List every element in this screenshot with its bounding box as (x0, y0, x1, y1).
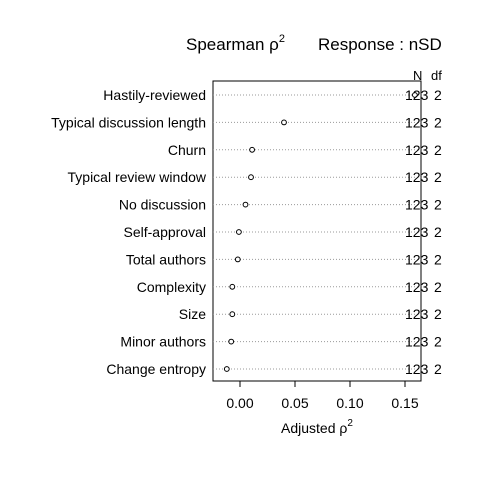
n-value: 123 (405, 142, 429, 158)
df-value: 2 (434, 197, 442, 213)
column-header-n: N (413, 68, 422, 83)
data-point (249, 146, 256, 153)
df-value: 2 (434, 142, 442, 158)
row-labels: Hastily-reviewed Typical discussion lengt… (51, 87, 207, 377)
column-header-df: df (431, 68, 442, 83)
df-value: 2 (434, 114, 442, 130)
df-value: 2 (434, 279, 442, 295)
row-label: No discussion (119, 197, 206, 213)
df-value: 2 (434, 361, 442, 377)
df-value: 2 (434, 87, 442, 103)
x-axis-label: Adjusted ρ2 (281, 418, 353, 436)
row-label: Change entropy (106, 361, 206, 377)
row-label: Size (179, 306, 206, 322)
n-value: 123 (405, 169, 429, 185)
df-value: 2 (434, 251, 442, 267)
row-label: Hastily-reviewed (103, 87, 206, 103)
row-label: Complexity (137, 279, 206, 295)
n-value: 123 (405, 251, 429, 267)
df-value: 2 (434, 306, 442, 322)
x-axis-label-superscript: 2 (347, 418, 353, 429)
response-label: Response : nSD (318, 35, 442, 54)
row-label: Total authors (126, 251, 206, 267)
chart-title: Spearman ρ2 (186, 33, 285, 54)
data-point (229, 283, 236, 290)
df-value: 2 (434, 169, 442, 185)
row-label: Minor authors (120, 334, 206, 350)
data-point (281, 119, 287, 126)
data-point (228, 338, 235, 345)
data-point (242, 201, 249, 208)
x-ticks: 0.00 0.05 0.10 0.15 (226, 381, 419, 411)
n-value: 123 (405, 87, 429, 103)
data-point (234, 256, 241, 263)
n-value: 123 (405, 306, 429, 322)
n-value: 123 (405, 361, 429, 377)
row-label: Self-approval (124, 224, 207, 240)
plot-frame (212, 80, 422, 382)
x-tick-label: 0.00 (226, 395, 253, 411)
data-point (412, 92, 418, 98)
chart-title-superscript: 2 (279, 33, 285, 45)
n-value: 123 (405, 279, 429, 295)
n-value: 123 (405, 334, 429, 350)
data-point (236, 229, 242, 235)
n-value: 123 (405, 224, 429, 240)
data-points (223, 92, 418, 372)
data-point (229, 311, 236, 318)
row-label: Churn (168, 142, 206, 158)
x-axis-label-main: Adjusted ρ (281, 420, 347, 436)
n-values: 123 123 123 123 123 123 123 123 123 123 123 (405, 87, 429, 377)
x-tick-label: 0.05 (281, 395, 308, 411)
chart-title-main: Spearman ρ (186, 35, 279, 54)
df-values: 2 2 2 2 2 2 2 2 2 2 2 (434, 87, 442, 377)
x-tick-label: 0.10 (336, 395, 363, 411)
grid-lines (213, 94, 421, 370)
data-point (248, 174, 254, 181)
n-value: 123 (405, 197, 429, 213)
row-label: Typical review window (68, 169, 207, 185)
data-point (223, 366, 230, 372)
x-tick-label: 0.15 (391, 395, 418, 411)
df-value: 2 (434, 224, 442, 240)
row-label: Typical discussion length (51, 114, 206, 130)
n-value: 123 (405, 114, 429, 130)
df-value: 2 (434, 334, 442, 350)
